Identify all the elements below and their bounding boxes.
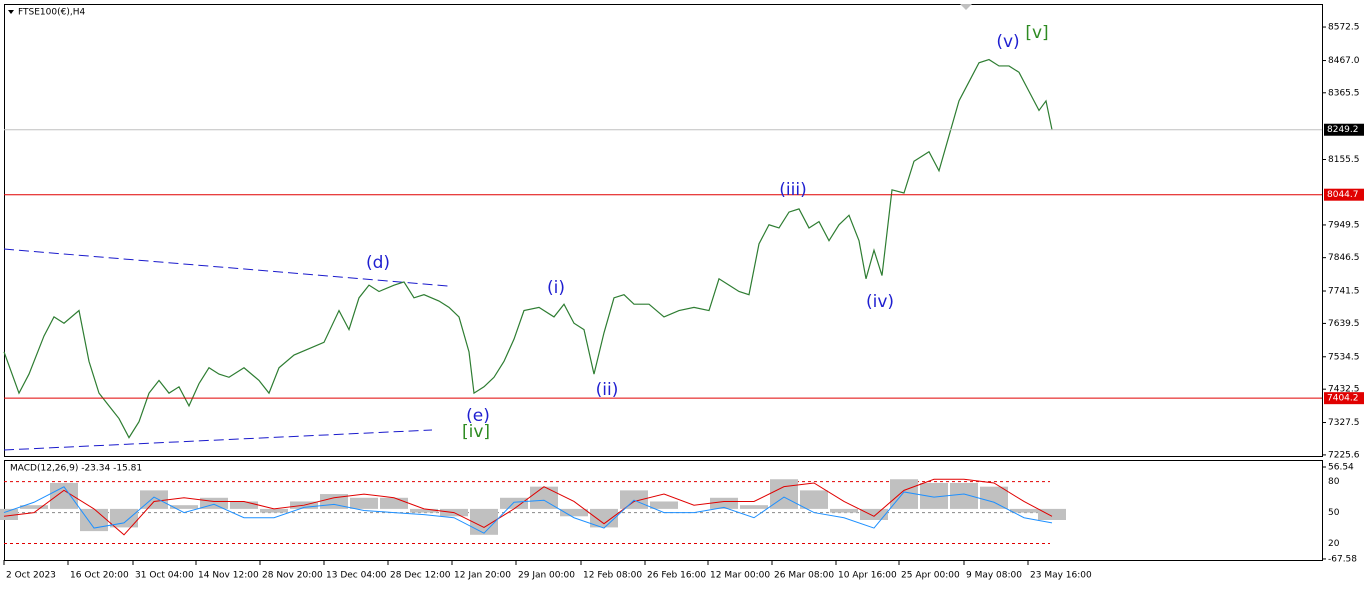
y-tick-label: 7949.5 — [1328, 220, 1360, 230]
macd-bar — [260, 508, 288, 513]
x-tick-label: 23 May 16:00 — [1030, 571, 1092, 581]
x-tick-label: 28 Nov 20:00 — [262, 571, 323, 581]
wave-label: (v) — [996, 32, 1019, 52]
macd-bar — [20, 505, 48, 509]
x-tick-label: 26 Mar 08:00 — [774, 571, 834, 581]
y2-tick-label: 50 — [1328, 508, 1340, 518]
macd-bar — [620, 490, 648, 509]
x-tick-label: 12 Mar 00:00 — [710, 571, 770, 581]
indicator-title: MACD(12,26,9) -23.34 -15.81 — [10, 464, 142, 474]
y-tick-label: 7741.5 — [1328, 287, 1360, 297]
y-tick-label: 7534.5 — [1328, 352, 1360, 362]
y-tick-label: 8467.0 — [1328, 56, 1360, 66]
x-tick-label: 16 Oct 20:00 — [70, 571, 129, 581]
macd-bar — [0, 508, 18, 520]
wave-label: (d) — [366, 253, 390, 273]
x-tick-label: 2 Oct 2023 — [6, 571, 56, 581]
shift-marker — [960, 4, 972, 10]
macd-bar — [110, 508, 138, 528]
x-tick-label: 10 Apr 16:00 — [838, 571, 897, 581]
y-tick-label: 8572.5 — [1328, 23, 1360, 33]
y-tick-label: 8365.5 — [1328, 88, 1360, 98]
x-tick-label: 12 Jan 20:00 — [454, 571, 511, 581]
macd-bar — [860, 508, 888, 520]
x-tick-label: 9 May 08:00 — [966, 571, 1022, 581]
wave-label: (i) — [547, 278, 565, 298]
x-tick-label: 26 Feb 16:00 — [647, 571, 706, 581]
y-tick-label: 7327.5 — [1328, 418, 1360, 428]
x-tick-label: 12 Feb 08:00 — [583, 571, 642, 581]
price-level-tag — [1324, 123, 1364, 136]
y-tick-label: 7225.6 — [1328, 450, 1360, 460]
wave-label: (e) — [466, 406, 490, 426]
indicator-line — [3, 478, 1053, 536]
y-tick-label: 8155.5 — [1328, 155, 1360, 165]
wave-label: (iii) — [779, 180, 806, 200]
macd-bar — [800, 490, 828, 509]
y-tick-label: 7639.5 — [1328, 319, 1360, 329]
price-level-label: 7404.2 — [1327, 394, 1359, 404]
indicator-line — [3, 486, 1053, 534]
macd-bar — [590, 508, 618, 528]
x-tick-label: 28 Dec 12:00 — [390, 571, 451, 581]
macd-bar — [1010, 508, 1038, 513]
main-panel — [4, 4, 1323, 457]
price-level-tag — [1324, 188, 1364, 201]
wave-label: (iv) — [866, 292, 894, 312]
y2-tick-label: 80 — [1328, 477, 1340, 487]
macd-bar — [710, 497, 738, 509]
price-line — [3, 58, 1053, 439]
x-tick-label: 25 Apr 00:00 — [901, 571, 960, 581]
macd-bar — [500, 497, 528, 509]
x-tick-label: 13 Dec 04:00 — [326, 571, 387, 581]
macd-bar — [410, 508, 438, 513]
price-level-label: 8249.2 — [1327, 125, 1359, 135]
macd-bar — [1038, 508, 1066, 520]
macd-bar — [950, 482, 978, 509]
macd-bar — [140, 490, 168, 509]
macd-bar — [830, 508, 858, 513]
macd-bar — [380, 497, 408, 509]
macd-bar — [230, 501, 258, 509]
y-tick-label: -67.58 — [1328, 554, 1357, 564]
macd-bar — [350, 497, 378, 509]
chart-title: FTSE100(€),H4 — [18, 8, 85, 18]
menu-arrow — [8, 10, 14, 14]
wave-label: [v] — [1025, 23, 1048, 43]
price-level-tag — [1324, 392, 1364, 405]
macd-bar — [650, 501, 678, 509]
macd-bar — [200, 497, 228, 509]
y2-tick-label: 20 — [1328, 539, 1340, 549]
macd-bar — [170, 505, 198, 509]
wave-label: (ii) — [596, 380, 619, 400]
macd-bar — [740, 505, 768, 509]
trend-line — [3, 429, 433, 451]
y-tick-label: 7432.5 — [1328, 385, 1360, 395]
price-level-label: 8044.7 — [1327, 190, 1359, 200]
macd-bar — [980, 486, 1008, 509]
x-tick-label: 29 Jan 00:00 — [518, 571, 575, 581]
wave-label: [iv] — [462, 422, 490, 442]
x-tick-label: 31 Oct 04:00 — [135, 571, 194, 581]
x-tick-label: 14 Nov 12:00 — [198, 571, 259, 581]
y-tick-label: 7846.5 — [1328, 253, 1360, 263]
y-tick-label: 56.54 — [1328, 463, 1354, 473]
macd-bar — [560, 508, 588, 517]
